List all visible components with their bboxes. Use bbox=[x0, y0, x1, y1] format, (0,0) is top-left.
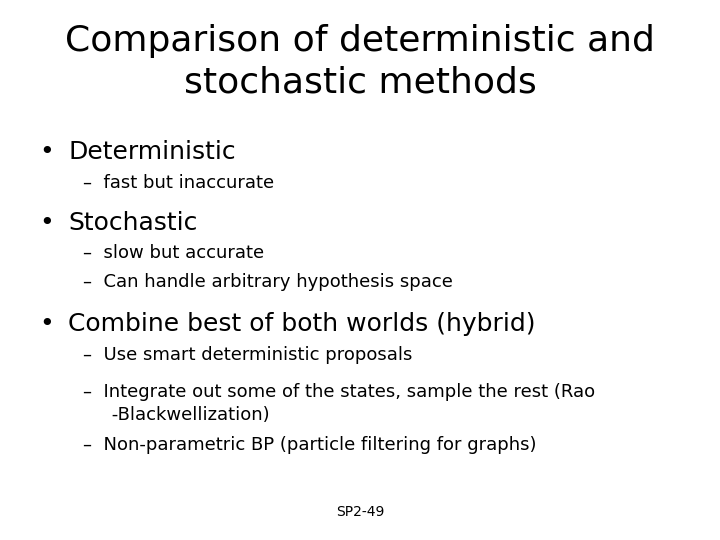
Text: –  Use smart deterministic proposals: – Use smart deterministic proposals bbox=[83, 346, 412, 363]
Text: –  fast but inaccurate: – fast but inaccurate bbox=[83, 174, 274, 192]
Text: Deterministic: Deterministic bbox=[68, 140, 236, 164]
Text: •: • bbox=[40, 211, 54, 234]
Text: –  Integrate out some of the states, sample the rest (Rao
     -Blackwellization: – Integrate out some of the states, samp… bbox=[83, 383, 595, 424]
Text: Stochastic: Stochastic bbox=[68, 211, 198, 234]
Text: Combine best of both worlds (hybrid): Combine best of both worlds (hybrid) bbox=[68, 312, 536, 336]
Text: –  Non-parametric BP (particle filtering for graphs): – Non-parametric BP (particle filtering … bbox=[83, 436, 536, 454]
Text: •: • bbox=[40, 312, 54, 336]
Text: SP2-49: SP2-49 bbox=[336, 505, 384, 519]
Text: –  slow but accurate: – slow but accurate bbox=[83, 244, 264, 262]
Text: •: • bbox=[40, 140, 54, 164]
Text: –  Can handle arbitrary hypothesis space: – Can handle arbitrary hypothesis space bbox=[83, 273, 453, 291]
Text: Comparison of deterministic and
stochastic methods: Comparison of deterministic and stochast… bbox=[65, 24, 655, 99]
